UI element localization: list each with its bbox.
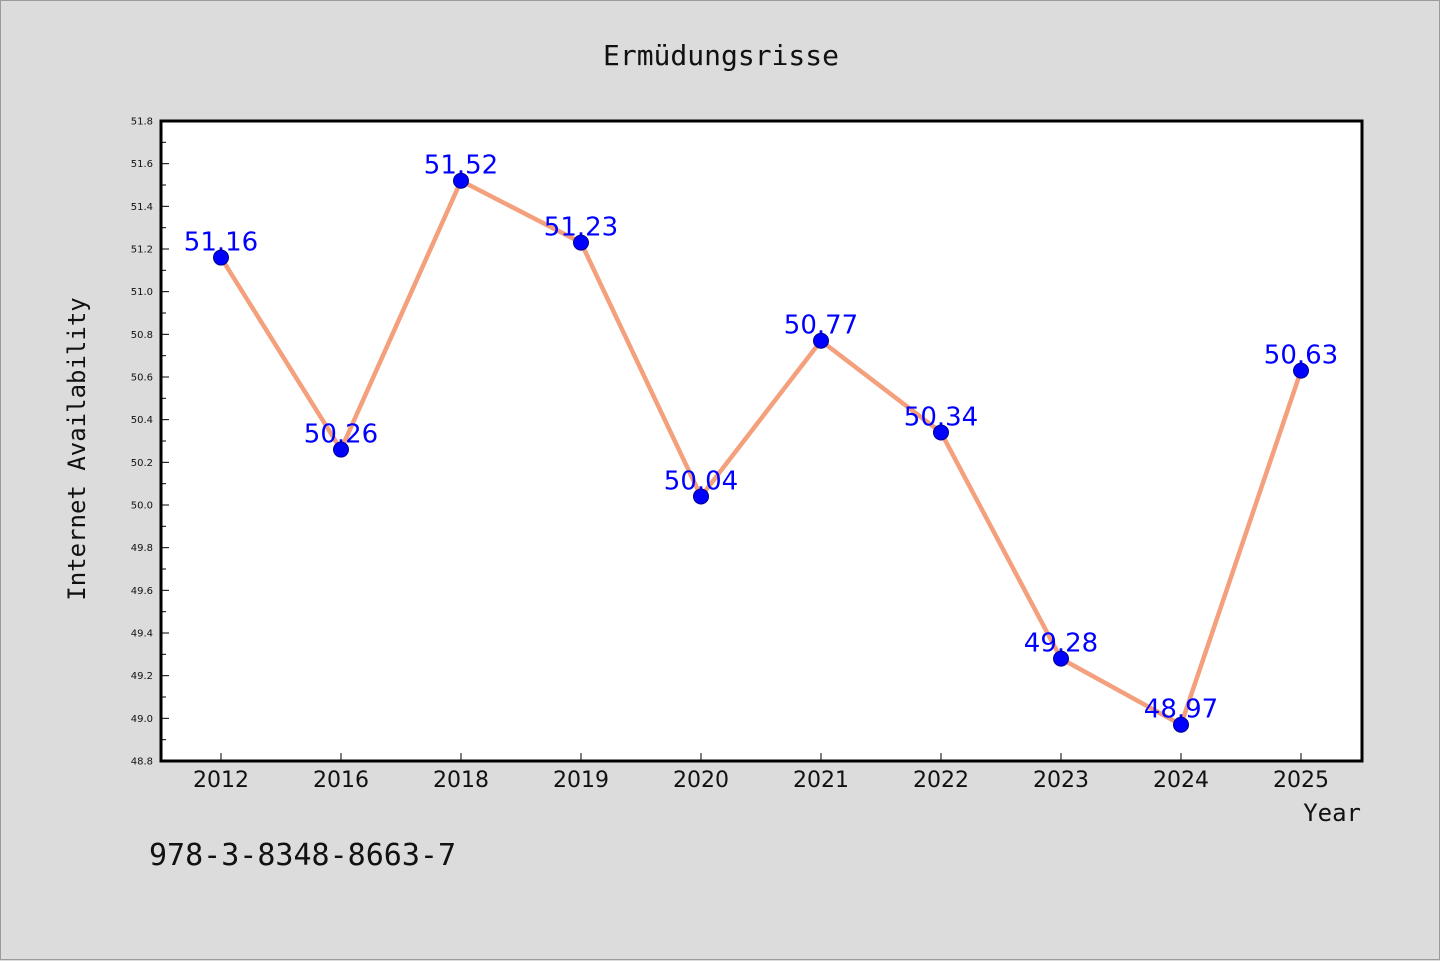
x-axis-ticks: 2012 2016 2018 2019 2020 2021 2022 2023 2024 2025 [193, 753, 1329, 793]
x-tick-label: 2023 [1033, 768, 1089, 793]
data-point [813, 332, 829, 349]
y-tick-label: 51.2 [131, 245, 153, 256]
series-group: 51.1650.2651.5251.2350.0450.7750.3449.28… [184, 151, 1338, 733]
x-tick-label: 2020 [673, 768, 729, 793]
data-point [333, 441, 349, 458]
chart-title: Ermüdungsrisse [603, 39, 839, 72]
y-tick-label: 48.8 [131, 757, 153, 768]
y-tick-label: 49.4 [131, 629, 153, 640]
y-tick-label: 49.6 [131, 586, 153, 597]
y-tick-label: 51.4 [131, 202, 153, 213]
x-tick-label: 2025 [1273, 768, 1329, 793]
y-tick-label: 51.6 [131, 159, 153, 170]
y-tick-label: 49.0 [131, 714, 153, 725]
y-tick-label: 51.0 [131, 287, 153, 298]
data-point [1173, 716, 1189, 733]
data-point [213, 249, 229, 266]
x-tick-label: 2019 [553, 768, 609, 793]
data-point [573, 234, 589, 251]
y-tick-label: 49.8 [131, 543, 153, 554]
plot-frame [159, 119, 1364, 763]
y-tick-label: 50.8 [131, 330, 153, 341]
data-point [1293, 362, 1309, 379]
y-tick-label: 50.4 [131, 415, 153, 426]
plot-area [161, 121, 1362, 761]
x-tick-label: 2016 [313, 768, 369, 793]
y-axis-title: Internet Availability [63, 297, 91, 600]
data-point [693, 488, 709, 505]
y-tick-label: 50.2 [131, 458, 153, 469]
y-tick-label: 50.6 [131, 373, 153, 384]
y-tick-label: 49.2 [131, 671, 153, 682]
x-tick-label: 2022 [913, 768, 969, 793]
data-point [933, 424, 949, 441]
x-axis-title: Year [1303, 799, 1361, 827]
series-line [219, 178, 1304, 727]
x-tick-label: 2018 [433, 768, 489, 793]
isbn-text: 978-3-8348-8663-7 [149, 838, 456, 873]
data-point [453, 172, 469, 189]
y-tick-label: 51.8 [131, 117, 153, 128]
y-tick-label: 50.0 [131, 501, 153, 512]
x-tick-label: 2021 [793, 768, 849, 793]
x-tick-label: 2012 [193, 768, 249, 793]
x-tick-label: 2024 [1153, 768, 1209, 793]
data-point [1053, 650, 1069, 667]
